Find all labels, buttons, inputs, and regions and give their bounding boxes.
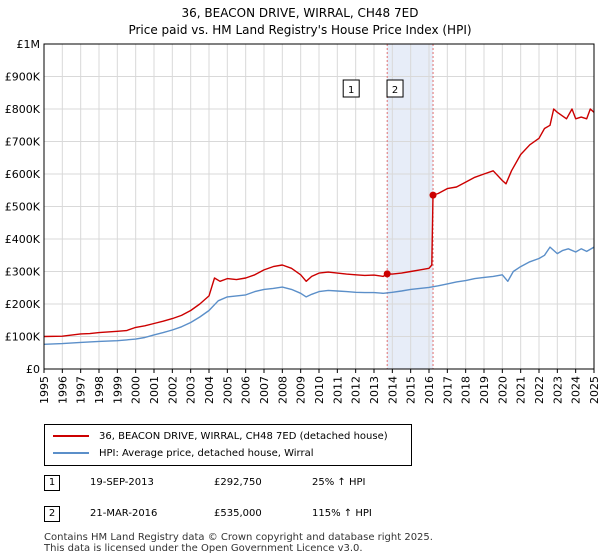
x-tick-label: 2017 [441, 376, 454, 404]
y-tick-label: £0 [26, 363, 40, 376]
x-tick-label: 2023 [551, 376, 564, 404]
y-tick-label: £500K [5, 201, 41, 214]
x-tick-label: 2012 [350, 376, 363, 404]
x-tick-label: 2003 [185, 376, 198, 404]
x-tick-label: 1997 [75, 376, 88, 404]
x-tick-label: 1999 [111, 376, 124, 404]
x-tick-label: 2021 [515, 376, 528, 404]
x-tick-label: 2014 [386, 376, 399, 404]
y-tick-label: £700K [5, 136, 41, 149]
x-tick-label: 2019 [478, 376, 491, 404]
x-tick-label: 2018 [460, 376, 473, 404]
x-tick-label: 2009 [295, 376, 308, 404]
x-tick-label: 1996 [56, 376, 69, 404]
transaction-marker-box [386, 79, 404, 98]
footer-attribution: Contains HM Land Registry data © Crown c… [44, 532, 433, 554]
x-tick-label: 2025 [588, 376, 600, 404]
transaction-marker-label: 2 [392, 85, 398, 96]
x-tick-label: 2024 [570, 376, 583, 404]
transaction-point [429, 191, 437, 199]
y-tick-label: £300K [5, 266, 41, 279]
x-tick-label: 2010 [313, 376, 326, 404]
price-chart: £0 £100K £200K £300K £400K £500K £600K £700K £80… [5, 38, 600, 404]
chart-legend: 36, BEACON DRIVE, WIRRAL, CH48 7ED (deta… [44, 424, 412, 466]
transaction-point [383, 270, 391, 278]
transaction-marker-box [342, 79, 360, 98]
hpi-series-line [43, 246, 595, 345]
chart-title: 36, BEACON DRIVE, WIRRAL, CH48 7ED [181, 6, 419, 20]
transaction-hpi: 25% ↑ HPI [312, 477, 366, 488]
x-tick-label: 2008 [276, 376, 289, 404]
transaction-date: 21-MAR-2016 [90, 508, 158, 519]
legend-swatch-property [53, 435, 89, 437]
transaction-marker-label: 1 [348, 85, 354, 96]
x-tick-label: 2013 [368, 376, 381, 404]
transaction-badge: 2 [44, 506, 60, 522]
transaction-date: 19-SEP-2013 [90, 477, 154, 488]
y-tick-label: £400K [5, 233, 41, 246]
x-tick-label: 2007 [258, 376, 271, 404]
y-tick-label: £900K [5, 71, 41, 84]
legend-label-property: 36, BEACON DRIVE, WIRRAL, CH48 7ED (deta… [99, 430, 388, 442]
transaction-hpi: 115% ↑ HPI [312, 508, 372, 519]
x-tick-label: 2005 [221, 376, 234, 404]
x-tick-label: 2006 [240, 376, 253, 404]
x-tick-label: 1998 [93, 376, 106, 404]
x-tick-label: 2011 [331, 376, 344, 404]
legend-item-hpi: HPI: Average price, detached house, Wirr… [53, 446, 314, 460]
y-tick-label: £800K [5, 103, 41, 116]
legend-swatch-hpi [53, 452, 89, 454]
legend-label-hpi: HPI: Average price, detached house, Wirr… [99, 447, 314, 459]
y-tick-label: £200K [5, 298, 41, 311]
x-tick-label: 2015 [405, 376, 418, 404]
x-tick-label: 2016 [423, 376, 436, 404]
plot-frame [43, 43, 595, 370]
x-tick-label: 2022 [533, 376, 546, 404]
footer-line-2: This data is licensed under the Open Gov… [44, 543, 363, 554]
transaction-badge: 1 [44, 475, 60, 491]
legend-item-property: 36, BEACON DRIVE, WIRRAL, CH48 7ED (deta… [53, 429, 388, 443]
chart-subtitle: Price paid vs. HM Land Registry's House … [128, 23, 472, 37]
y-tick-label: £100K [5, 331, 41, 344]
transaction-price: £535,000 [214, 508, 262, 519]
x-tick-label: 1995 [38, 376, 51, 404]
y-tick-label: £600K [5, 168, 41, 181]
x-tick-label: 2002 [166, 376, 179, 404]
x-tick-label: 2001 [148, 376, 161, 404]
x-tick-label: 2000 [130, 376, 143, 404]
y-tick-label: £1M [17, 38, 41, 51]
x-tick-label: 2020 [496, 376, 509, 404]
x-tick-label: 2004 [203, 376, 216, 404]
footer-line-1: Contains HM Land Registry data © Crown c… [44, 532, 433, 543]
property-series-line [43, 108, 595, 338]
transaction-price: £292,750 [214, 477, 262, 488]
